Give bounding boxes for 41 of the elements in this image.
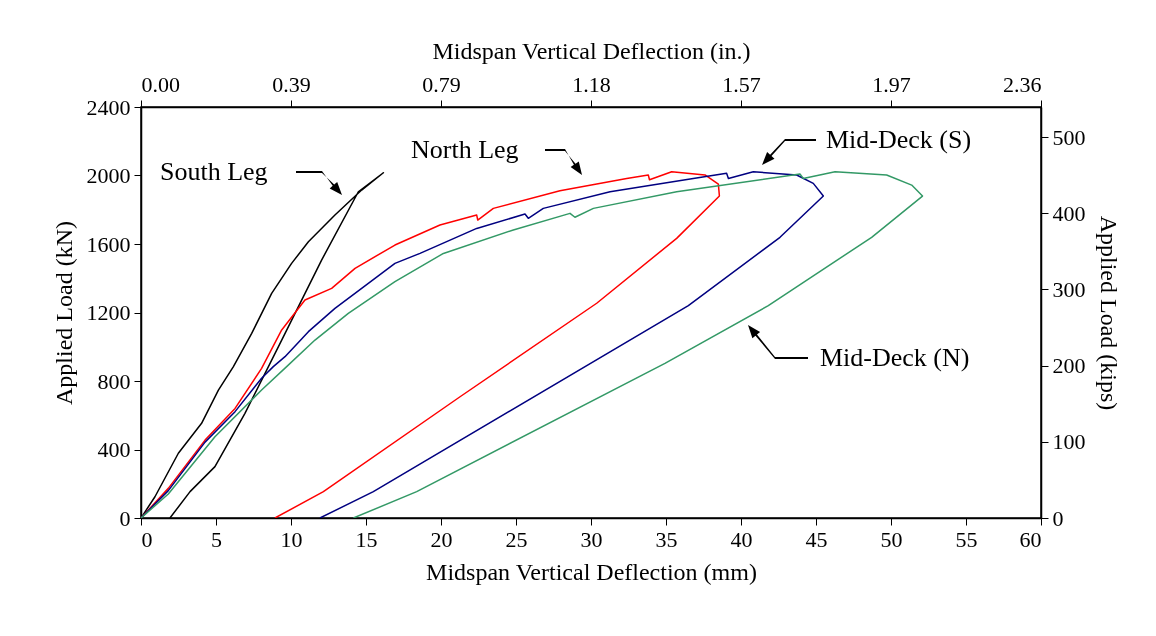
x-tick-label: 55: [955, 526, 978, 552]
y-axis-title: Applied Load (kN): [50, 221, 77, 405]
y-tick-label: 800: [97, 368, 131, 394]
annotation: South Leg: [160, 157, 268, 186]
y2-tick-label: 300: [1052, 276, 1086, 302]
y2-tick-label: 500: [1052, 124, 1086, 150]
x2-tick-label: 0.00: [141, 71, 180, 97]
y-tick-label: 1600: [86, 231, 131, 257]
y-tick-label: 1200: [86, 300, 131, 325]
y2-tick-label: 200: [1052, 353, 1086, 379]
x-tick-label: 45: [805, 526, 828, 552]
y2-tick-label: 0: [1052, 505, 1064, 531]
x-tick-label: 0: [141, 526, 153, 552]
x-tick-label: 35: [655, 526, 678, 552]
x-tick-label: 10: [280, 526, 303, 552]
y2-axis-title: Applied Load (kips): [1095, 215, 1122, 411]
y-tick-label: 2400: [86, 94, 131, 120]
x-tick-label: 50: [880, 526, 903, 552]
x-tick-label: 60: [1019, 526, 1042, 552]
x-tick-label: 40: [730, 526, 753, 552]
x-axis-title: Midspan Vertical Deflection (mm): [426, 558, 757, 585]
x-tick-label: 5: [211, 526, 222, 552]
y-tick-label: 0: [119, 505, 131, 531]
x2-tick-label: 1.97: [872, 71, 911, 97]
x2-tick-label: 2.36: [1003, 71, 1042, 97]
annotation: Mid-Deck (S): [826, 125, 972, 154]
y-tick-label: 2000: [86, 163, 131, 188]
y2-tick-label: 400: [1052, 200, 1086, 226]
x-tick-label: 15: [355, 526, 378, 552]
x-tick-label: 30: [580, 526, 603, 552]
x2-axis-title: Midspan Vertical Deflection (in.): [432, 37, 751, 64]
annotation: North Leg: [411, 135, 519, 164]
x2-tick-label: 1.57: [722, 71, 761, 97]
x2-tick-label: 0.39: [272, 71, 311, 97]
x-tick-label: 25: [505, 526, 528, 552]
x2-tick-label: 0.79: [422, 71, 461, 97]
y2-tick-label: 100: [1052, 429, 1086, 455]
x2-tick-label: 1.18: [572, 71, 611, 97]
annotation: Mid-Deck (N): [820, 343, 970, 372]
y-tick-label: 400: [97, 437, 131, 462]
x-tick-label: 20: [430, 526, 453, 552]
